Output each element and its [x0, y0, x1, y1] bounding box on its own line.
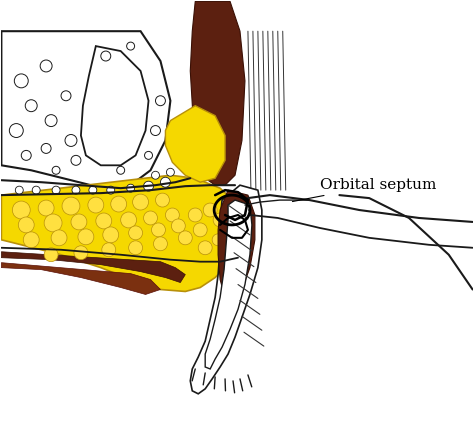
Circle shape	[38, 200, 54, 216]
Circle shape	[152, 223, 165, 237]
Circle shape	[89, 186, 97, 194]
Circle shape	[23, 232, 39, 248]
Circle shape	[166, 168, 174, 176]
Circle shape	[128, 226, 143, 240]
Circle shape	[62, 197, 80, 215]
Polygon shape	[218, 190, 255, 300]
Circle shape	[178, 231, 192, 245]
Circle shape	[127, 42, 135, 50]
Circle shape	[45, 115, 57, 127]
Circle shape	[144, 181, 154, 191]
Circle shape	[96, 213, 112, 229]
Circle shape	[213, 213, 227, 227]
Circle shape	[44, 214, 62, 232]
Circle shape	[172, 219, 185, 233]
Circle shape	[65, 135, 77, 147]
Circle shape	[133, 194, 148, 210]
Circle shape	[61, 91, 71, 101]
Circle shape	[188, 208, 202, 222]
Circle shape	[15, 186, 23, 194]
Polygon shape	[190, 1, 245, 185]
Circle shape	[121, 212, 137, 228]
Polygon shape	[81, 46, 148, 165]
Circle shape	[52, 186, 60, 194]
Text: Orbital septum: Orbital septum	[292, 178, 436, 201]
Circle shape	[52, 166, 60, 174]
Circle shape	[145, 151, 153, 159]
Circle shape	[21, 150, 31, 160]
Polygon shape	[165, 106, 225, 182]
Circle shape	[152, 171, 159, 179]
Circle shape	[44, 248, 58, 262]
Circle shape	[103, 227, 118, 243]
Polygon shape	[205, 200, 252, 369]
Circle shape	[203, 203, 217, 217]
Circle shape	[198, 241, 212, 255]
Circle shape	[161, 177, 170, 187]
Circle shape	[117, 166, 125, 174]
Polygon shape	[1, 175, 242, 292]
Circle shape	[155, 96, 165, 106]
Circle shape	[25, 100, 37, 112]
Circle shape	[212, 234, 224, 246]
Circle shape	[155, 193, 169, 207]
Polygon shape	[1, 31, 170, 190]
Circle shape	[71, 156, 81, 165]
Circle shape	[41, 144, 51, 153]
Circle shape	[165, 208, 179, 222]
Circle shape	[71, 214, 87, 230]
Polygon shape	[190, 185, 262, 394]
Circle shape	[127, 184, 135, 192]
Circle shape	[40, 60, 52, 72]
Circle shape	[74, 246, 88, 260]
Circle shape	[151, 125, 161, 136]
Circle shape	[222, 249, 234, 261]
Circle shape	[51, 230, 67, 246]
Circle shape	[72, 186, 80, 194]
Circle shape	[32, 186, 40, 194]
Circle shape	[144, 211, 157, 225]
Circle shape	[18, 217, 34, 233]
Circle shape	[14, 74, 28, 88]
Polygon shape	[1, 263, 161, 295]
Polygon shape	[1, 252, 185, 283]
Circle shape	[128, 241, 143, 255]
Circle shape	[101, 51, 111, 61]
Circle shape	[78, 229, 94, 245]
Circle shape	[88, 197, 104, 213]
Circle shape	[193, 223, 207, 237]
Circle shape	[12, 201, 30, 219]
Circle shape	[9, 124, 23, 138]
Circle shape	[154, 237, 167, 251]
Circle shape	[107, 186, 115, 194]
Circle shape	[102, 243, 116, 257]
Circle shape	[111, 196, 127, 212]
